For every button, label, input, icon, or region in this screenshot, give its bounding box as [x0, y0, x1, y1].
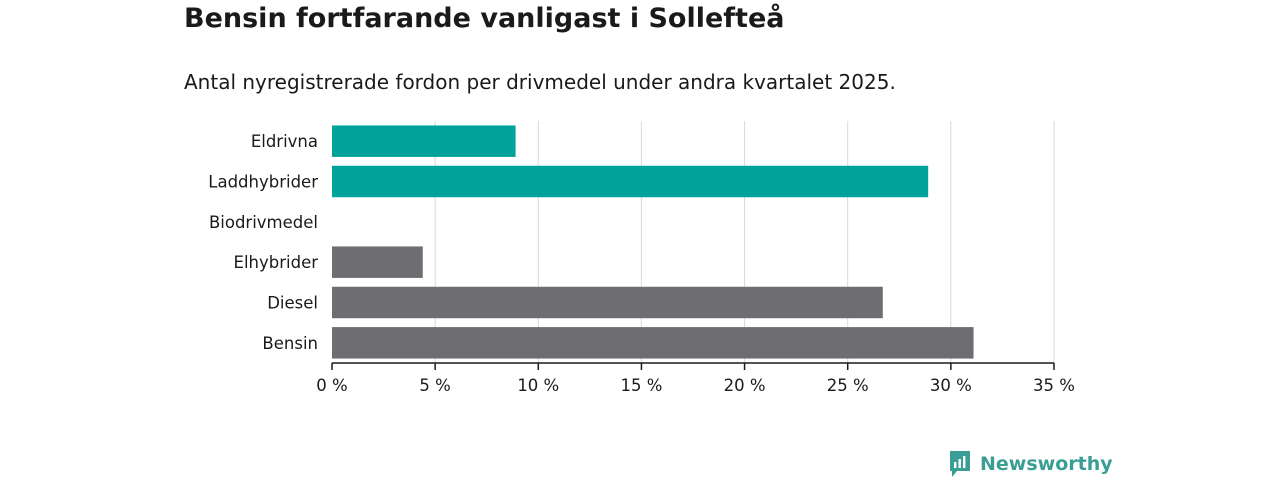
bar-laddhybrider: [332, 165, 929, 198]
category-labels: Eldrivna Laddhybrider Biodrivmedel Elhybrid…: [208, 132, 318, 353]
newsworthy-logo: Newsworthy: [948, 449, 1113, 479]
grid-lines: [434, 121, 1055, 363]
category-label: Laddhybrider: [208, 173, 318, 192]
x-axis: 0 % 5 % 10 % 15 % 20 % 25 % 30 % 35 %: [316, 362, 1075, 395]
category-label: Bensin: [262, 334, 318, 353]
x-tick-label: 5 %: [419, 376, 450, 395]
bar-elhybrider: [332, 246, 423, 278]
brand-name: Newsworthy: [980, 453, 1113, 475]
bar-eldrivna: [332, 125, 516, 157]
x-tick-label: 0 %: [316, 376, 347, 395]
category-label: Diesel: [267, 294, 318, 313]
newsworthy-icon: [950, 451, 970, 477]
x-tick-label: 10 %: [517, 376, 559, 395]
bars: [332, 125, 974, 359]
x-tick-label: 30 %: [930, 376, 972, 395]
x-tick-label: 35 %: [1033, 376, 1075, 395]
category-label: Elhybrider: [234, 253, 319, 272]
bar-bensin: [332, 327, 974, 359]
chart-title: Bensin fortfarande vanligast i Sollefteå: [184, 3, 785, 34]
x-tick-label: 15 %: [620, 376, 662, 395]
x-tick-label: 20 %: [724, 376, 766, 395]
chart-subtitle: Antal nyregistrerade fordon per drivmede…: [184, 70, 896, 94]
bar-diesel: [332, 286, 883, 319]
category-label: Biodrivmedel: [209, 213, 318, 232]
x-tick-label: 25 %: [827, 376, 869, 395]
category-label: Eldrivna: [251, 132, 318, 151]
